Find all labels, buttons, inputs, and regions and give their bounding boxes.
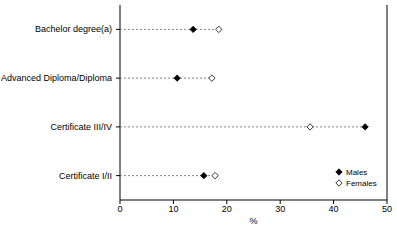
guide-line <box>120 78 212 79</box>
chart-container: 0 10 20 30 40 50% Bachelor degree(a) Advanced D… <box>0 0 397 227</box>
guide-line <box>120 126 365 127</box>
legend-label: Males <box>346 168 367 177</box>
dot <box>201 172 207 178</box>
y-tick <box>116 126 120 127</box>
x-tick-label: 0 <box>117 204 122 214</box>
dot <box>307 124 313 130</box>
legend-marker <box>336 169 342 175</box>
y-tick <box>116 78 120 79</box>
y-axis <box>120 5 121 200</box>
dot <box>212 172 218 178</box>
x-axis-label: % <box>249 216 257 226</box>
x-axis <box>120 200 387 201</box>
dot <box>216 26 222 32</box>
legend-label: Females <box>346 179 377 188</box>
x-tick-label: 40 <box>329 204 339 214</box>
guide-line <box>120 29 219 30</box>
category-label: Certificate I/II <box>59 171 112 181</box>
x-tick-label: 10 <box>168 204 178 214</box>
right-frame <box>387 5 388 200</box>
x-tick-label: 30 <box>275 204 285 214</box>
dot <box>190 26 196 32</box>
chart-svg: 0 10 20 30 40 50% Bachelor degree(a) Advanced D… <box>0 0 397 227</box>
dot <box>209 75 215 81</box>
plot-marks <box>120 26 368 179</box>
dot <box>362 124 368 130</box>
category-label: Advanced Diploma/Diploma <box>1 73 112 83</box>
x-tick-label: 20 <box>222 204 232 214</box>
category-label: Bachelor degree(a) <box>35 24 112 34</box>
y-tick <box>116 29 120 30</box>
legend-marker <box>336 180 342 186</box>
x-tick-label: 50 <box>382 204 392 214</box>
category-label: Certificate III/IV <box>50 122 112 132</box>
dot <box>174 75 180 81</box>
y-tick <box>116 175 120 176</box>
